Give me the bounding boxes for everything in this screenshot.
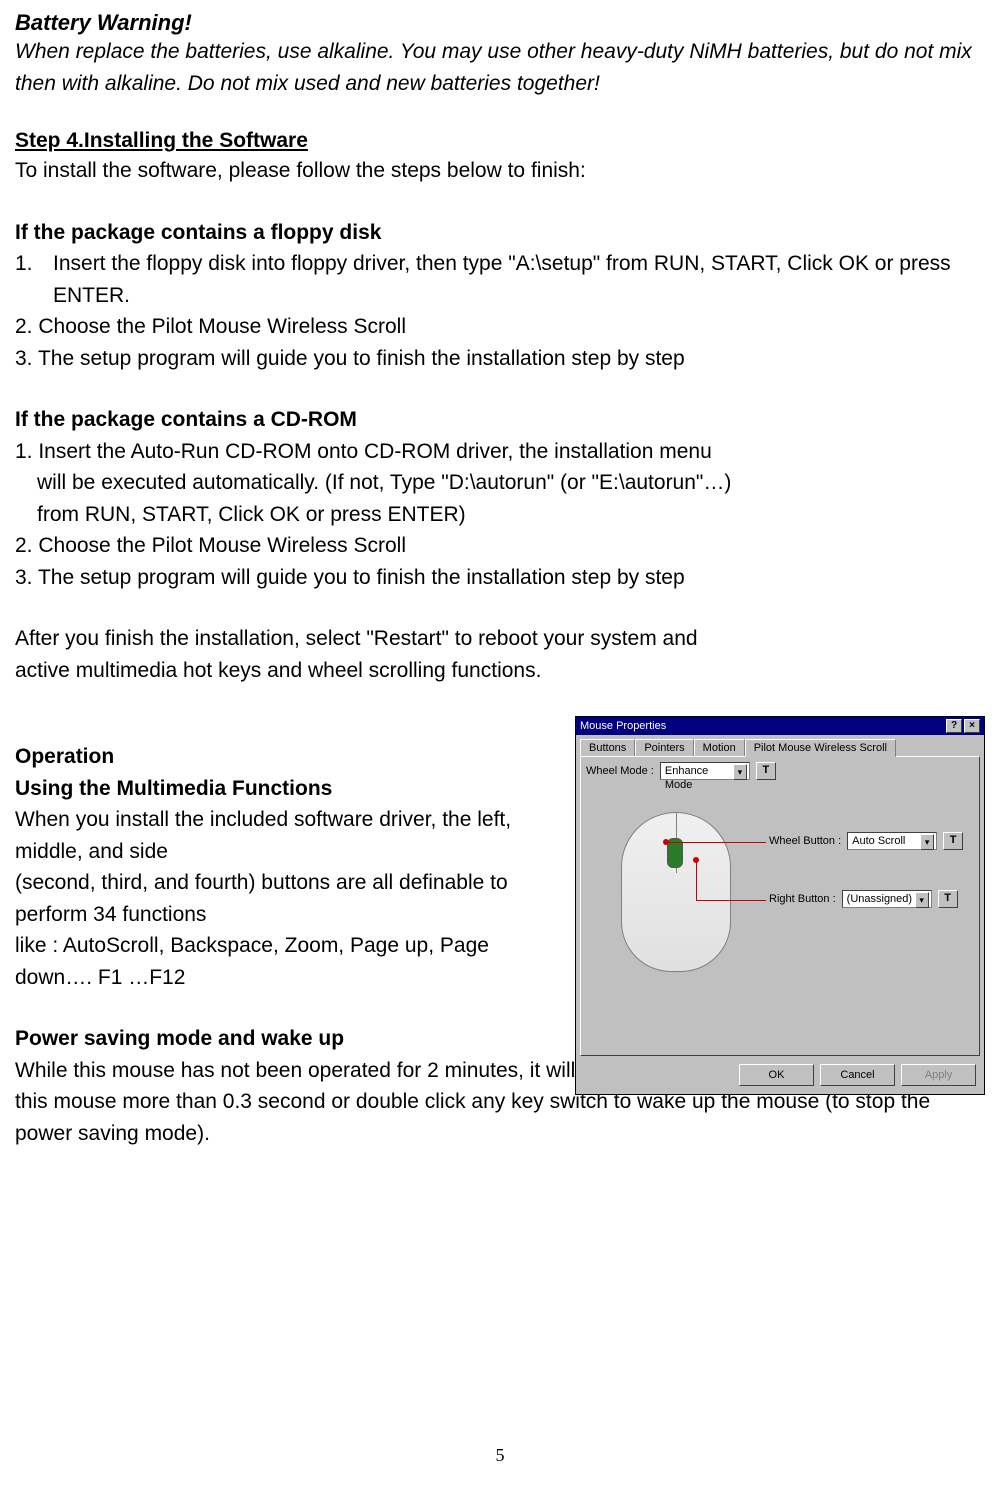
close-button[interactable]: × xyxy=(964,719,980,733)
tab-pointers[interactable]: Pointers xyxy=(635,739,693,757)
cdrom-heading: If the package contains a CD-ROM xyxy=(15,404,985,436)
cancel-button[interactable]: Cancel xyxy=(820,1064,895,1086)
operation-line3: like : AutoScroll, Backspace, Zoom, Page… xyxy=(15,930,555,993)
floppy-heading: If the package contains a floppy disk xyxy=(15,217,985,249)
wheel-button-dropdown[interactable]: Auto Scroll xyxy=(847,832,937,850)
cdrom-item3: 3. The setup program will guide you to f… xyxy=(15,562,985,594)
tab-area: Buttons Pointers Motion Pilot Mouse Wire… xyxy=(576,735,984,1056)
floppy-item3: 3. The setup program will guide you to f… xyxy=(15,343,985,375)
tab-content: Wheel Mode : Enhance Mode T Wheel Button… xyxy=(580,756,980,1056)
mouse-properties-dialog: Mouse Properties ? × Buttons Pointers Mo… xyxy=(575,716,985,1095)
tab-pilot[interactable]: Pilot Mouse Wireless Scroll xyxy=(745,739,896,757)
step4-heading: Step 4.Installing the Software xyxy=(15,129,985,153)
cdrom-item1b: will be executed automatically. (If not,… xyxy=(15,467,985,499)
dialog-titlebar: Mouse Properties ? × xyxy=(576,717,984,735)
wheel-mode-label: Wheel Mode : xyxy=(586,765,654,777)
wheel-mode-config[interactable]: T xyxy=(756,762,776,780)
operation-section: Mouse Properties ? × Buttons Pointers Mo… xyxy=(15,716,985,1055)
help-button[interactable]: ? xyxy=(946,719,962,733)
tab-motion[interactable]: Motion xyxy=(694,739,745,757)
cdrom-item1c: from RUN, START, Click OK or press ENTER… xyxy=(15,499,985,531)
power-saving-heading: Power saving mode and wake up xyxy=(15,1023,555,1055)
ok-button[interactable]: OK xyxy=(739,1064,814,1086)
step4-intro: To install the software, please follow t… xyxy=(15,155,985,187)
floppy-item2: 2. Choose the Pilot Mouse Wireless Scrol… xyxy=(15,311,985,343)
floppy-item1: 1. Insert the floppy disk into floppy dr… xyxy=(15,248,985,311)
wheel-button-config[interactable]: T xyxy=(943,832,963,850)
mouse-illustration xyxy=(606,797,746,977)
apply-button[interactable]: Apply xyxy=(901,1064,976,1086)
right-button-config[interactable]: T xyxy=(938,890,958,908)
dialog-button-row: OK Cancel Apply xyxy=(576,1056,984,1094)
cdrom-item1a: 1. Insert the Auto-Run CD-ROM onto CD-RO… xyxy=(15,436,985,468)
battery-warning-text: When replace the batteries, use alkaline… xyxy=(15,36,985,99)
wheel-mode-dropdown[interactable]: Enhance Mode xyxy=(660,762,750,780)
tab-buttons[interactable]: Buttons xyxy=(580,739,635,757)
after-install-line2: active multimedia hot keys and wheel scr… xyxy=(15,655,985,687)
wheel-button-label: Wheel Button : xyxy=(769,835,841,847)
cdrom-item2: 2. Choose the Pilot Mouse Wireless Scrol… xyxy=(15,530,985,562)
operation-line1: When you install the included software d… xyxy=(15,804,555,867)
right-button-label: Right Button : xyxy=(769,893,836,905)
operation-heading: Operation xyxy=(15,741,555,773)
right-button-dropdown[interactable]: (Unassigned) xyxy=(842,890,932,908)
operation-subheading: Using the Multimedia Functions xyxy=(15,773,555,805)
page-number: 5 xyxy=(496,1445,505,1466)
battery-warning-title: Battery Warning! xyxy=(15,10,985,36)
after-install-line1: After you finish the installation, selec… xyxy=(15,623,985,655)
operation-line2: (second, third, and fourth) buttons are … xyxy=(15,867,555,930)
dialog-title: Mouse Properties xyxy=(580,720,944,732)
